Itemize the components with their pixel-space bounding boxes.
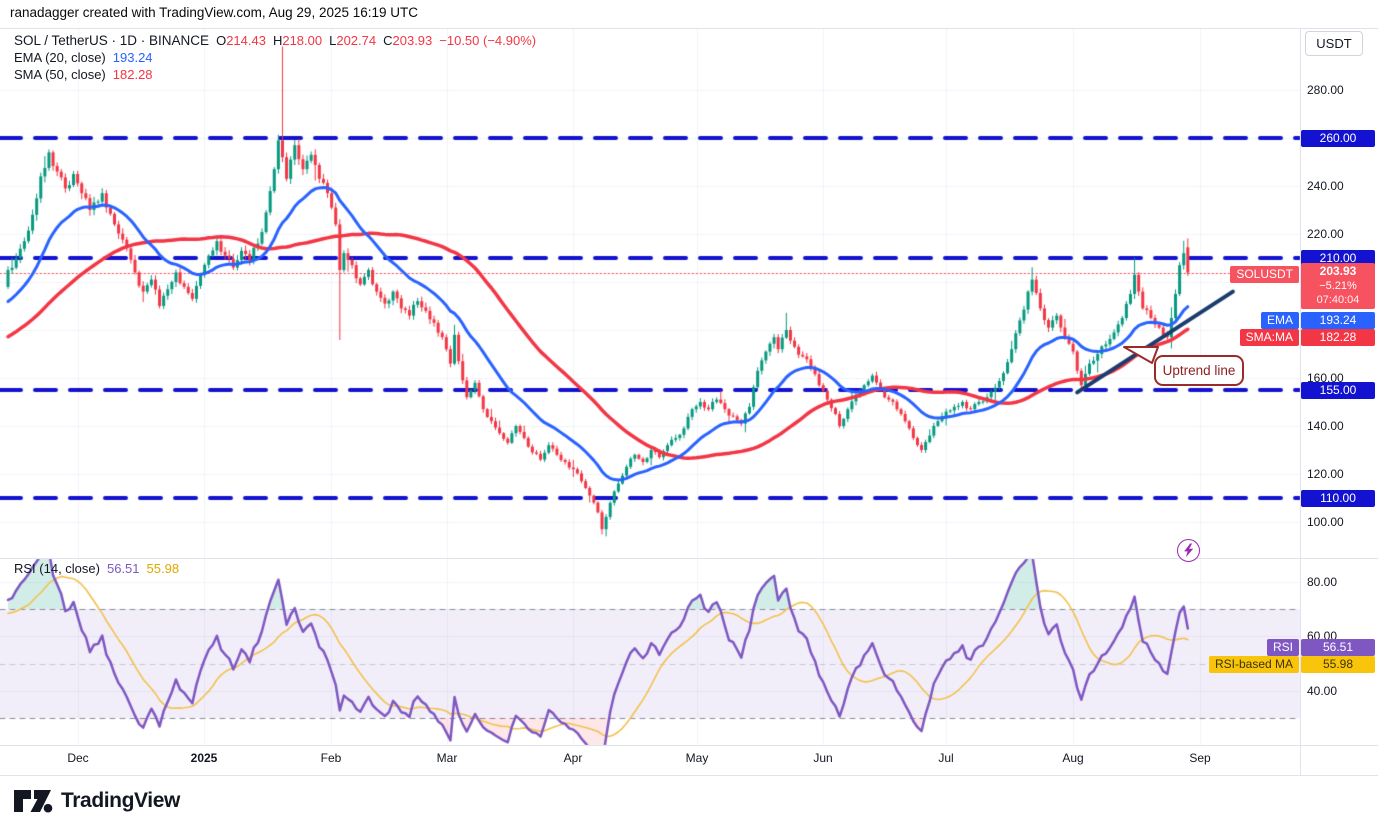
price-chart-canvas[interactable]: [0, 0, 1378, 775]
lightning-bolt-icon: [1184, 543, 1194, 558]
callout-tail: [1123, 346, 1159, 364]
symbol-title: SOL / TetherUS · 1D · BINANCE: [14, 33, 210, 48]
last-price-badge: 203.93 −5.21% 07:40:04: [1301, 263, 1375, 309]
rsi-tick-label[interactable]: 80.00: [1307, 575, 1338, 589]
ema-legend-label: EMA (20, close): [14, 50, 106, 65]
level-price-badge: 155.00: [1301, 381, 1375, 399]
ohlc-high: H218.00: [272, 33, 323, 48]
sma-legend-label: SMA (50, close): [14, 67, 106, 82]
ema-value-badge: 193.24: [1301, 312, 1375, 329]
time-axis-label[interactable]: Apr: [563, 751, 583, 765]
ohlc-close: C203.93: [383, 33, 433, 48]
time-axis-label[interactable]: Jun: [813, 751, 833, 765]
level-price-badge: 110.00: [1301, 489, 1375, 507]
lightning-icon[interactable]: [1177, 539, 1200, 562]
level-price-badge: 210.00: [1301, 249, 1375, 267]
chart-top-border: [0, 28, 1378, 29]
last-price-change: −5.21%: [1319, 280, 1357, 292]
sma-legend-value: 182.28: [112, 67, 153, 82]
bar-countdown: 07:40:04: [1316, 294, 1360, 306]
tradingview-logo[interactable]: TradingView: [12, 786, 180, 816]
symbol-axis-label: SOLUSDT: [1230, 266, 1299, 283]
time-axis-label[interactable]: Feb: [320, 751, 342, 765]
ohlc-open: O214.43: [216, 33, 266, 48]
level-price-badge: 260.00: [1301, 129, 1375, 147]
rsi-legend-row[interactable]: RSI (14, close) 56.51 55.98: [14, 561, 179, 576]
price-tick-label[interactable]: 120.00: [1307, 467, 1344, 481]
rsi-value-badge: 56.51: [1301, 639, 1375, 656]
time-axis-label[interactable]: 2025: [190, 751, 218, 765]
ohlc-change: −10.50 (−4.90%): [439, 33, 537, 48]
tradingview-wordmark: TradingView: [61, 789, 180, 812]
ema-legend-value: 193.24: [112, 50, 153, 65]
rsi-legend-label: RSI (14, close): [14, 561, 100, 576]
tradingview-mark-icon: [14, 790, 53, 813]
watermark-attribution: ranadagger created with TradingView.com,…: [10, 5, 419, 20]
price-tick-label[interactable]: 140.00: [1307, 419, 1344, 433]
ema-legend-row[interactable]: EMA (20, close) 193.24: [14, 50, 153, 65]
ohlc-low: L202.74: [329, 33, 377, 48]
time-axis-label[interactable]: May: [685, 751, 709, 765]
price-axis-border: [1300, 28, 1301, 775]
rsi-ma-value-badge: 55.98: [1301, 656, 1375, 673]
rsi-ma-legend-value: 55.98: [146, 561, 180, 576]
currency-toggle-button[interactable]: USDT: [1305, 31, 1363, 56]
pane-divider[interactable]: [0, 558, 1378, 559]
sma-value-badge: 182.28: [1301, 329, 1375, 346]
uptrend-line-callout[interactable]: Uptrend line: [1154, 355, 1244, 386]
last-price-value: 203.93: [1319, 264, 1357, 278]
price-tick-label[interactable]: 220.00: [1307, 227, 1344, 241]
time-axis-label[interactable]: Jul: [938, 751, 954, 765]
price-tick-label[interactable]: 240.00: [1307, 179, 1344, 193]
time-axis-label[interactable]: Sep: [1189, 751, 1211, 765]
rsi-legend-value: 56.51: [106, 561, 140, 576]
sma-legend-row[interactable]: SMA (50, close) 182.28: [14, 67, 153, 82]
sma-axis-label: SMA:MA: [1239, 329, 1299, 346]
time-axis-label[interactable]: Dec: [67, 751, 89, 765]
symbol-legend-row[interactable]: SOL / TetherUS · 1D · BINANCE O214.43 H2…: [14, 33, 536, 48]
time-axis-label[interactable]: Aug: [1062, 751, 1084, 765]
rsi-axis-label: RSI: [1266, 639, 1299, 656]
rsi-tick-label[interactable]: 40.00: [1307, 683, 1338, 698]
ema-axis-label: EMA: [1260, 312, 1299, 329]
price-tick-label[interactable]: 280.00: [1307, 83, 1344, 97]
time-axis-bottom-border: [0, 775, 1378, 776]
time-axis-label[interactable]: Mar: [436, 751, 458, 765]
rsi-ma-axis-label: RSI-based MA: [1208, 656, 1299, 673]
price-tick-label[interactable]: 100.00: [1307, 515, 1344, 529]
time-axis-border: [0, 745, 1378, 746]
